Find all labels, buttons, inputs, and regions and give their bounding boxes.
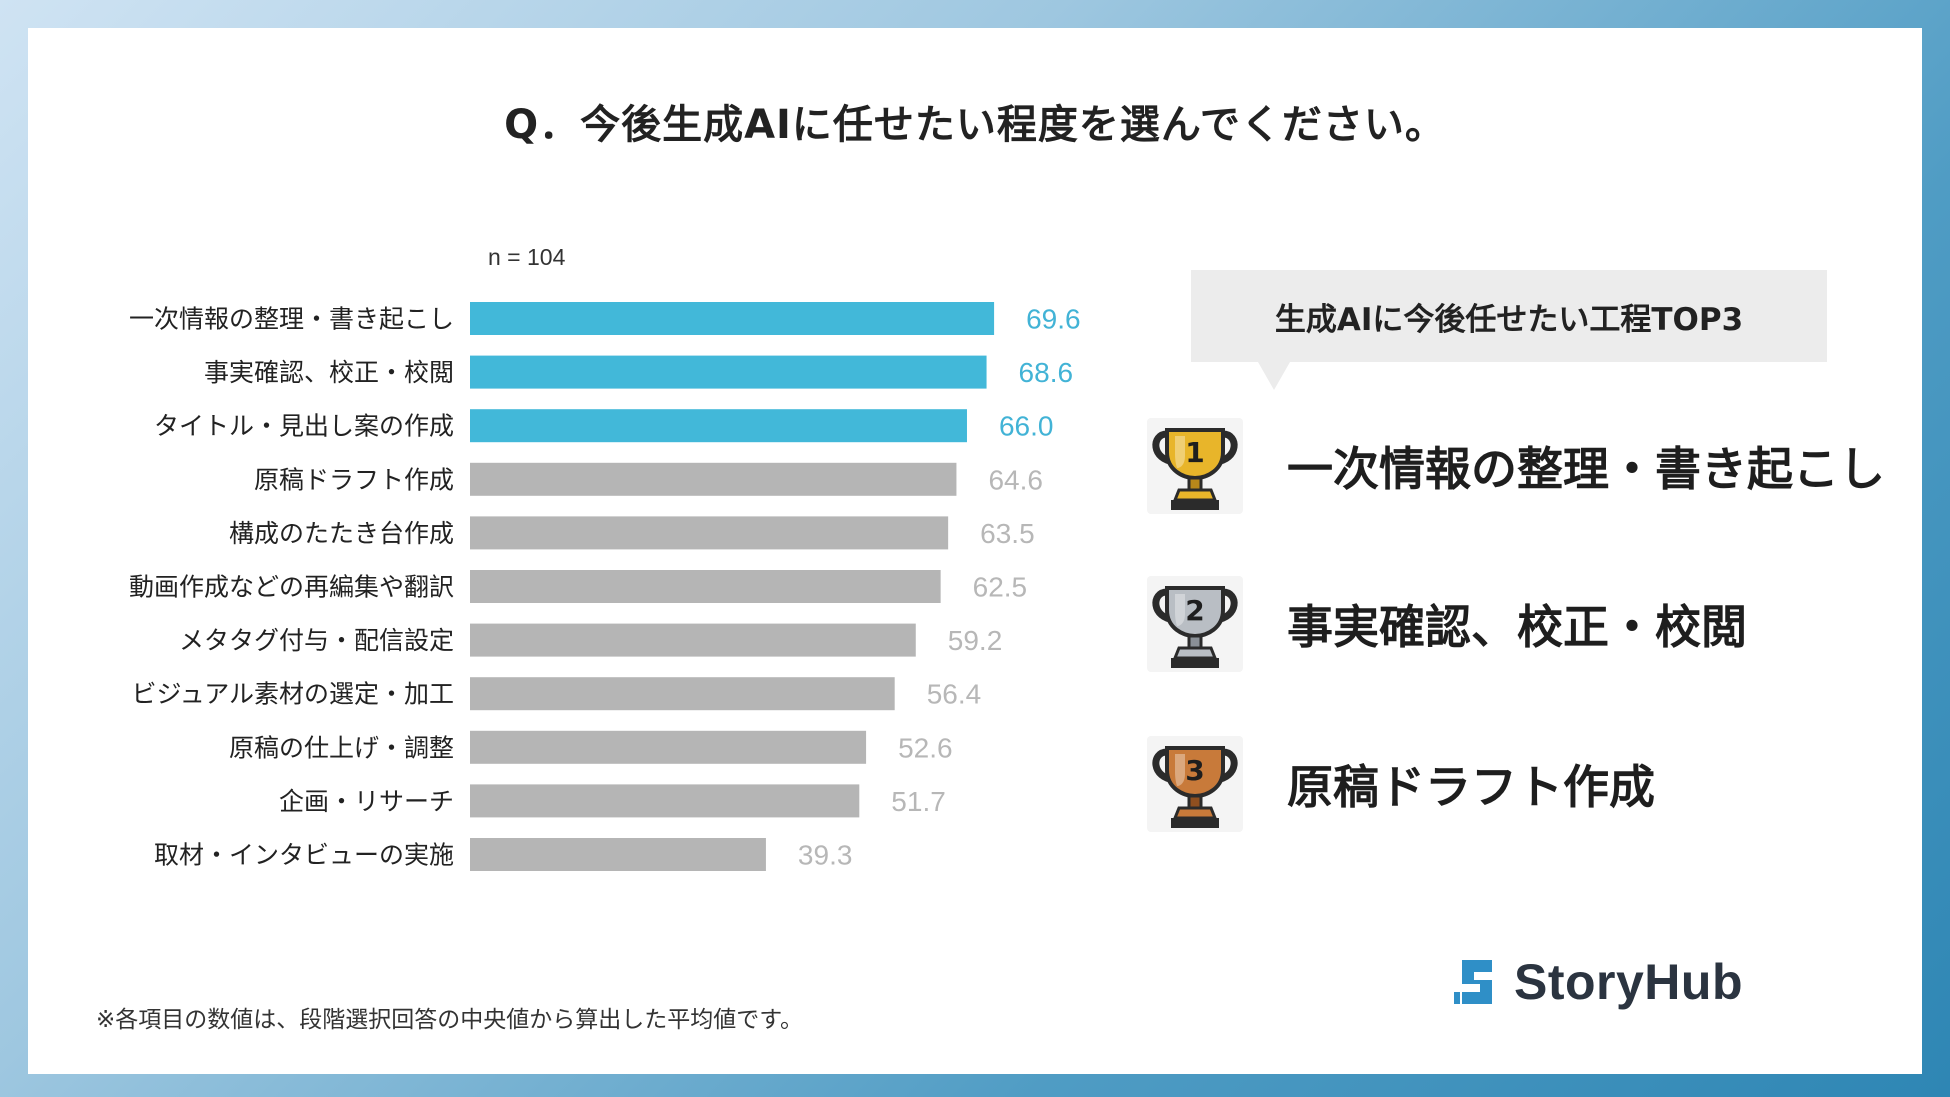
silver-trophy-icon: 2 bbox=[1147, 576, 1243, 672]
category-label: ビジュアル素材の選定・加工 bbox=[131, 680, 454, 709]
gold-trophy-icon: 1 bbox=[1147, 418, 1243, 514]
value-label: 59.2 bbox=[948, 625, 1003, 656]
bar bbox=[470, 838, 766, 871]
value-label: 52.6 bbox=[898, 732, 953, 763]
bronze-trophy-icon: 3 bbox=[1147, 736, 1243, 832]
category-label: 取材・インタビューの実施 bbox=[154, 841, 454, 870]
rank-2-number: 2 bbox=[1185, 594, 1204, 627]
page-title: Q．今後生成AIに任せたい程度を選んでください。 bbox=[504, 102, 1446, 148]
bar bbox=[470, 302, 995, 335]
category-label: 事実確認、校正・校閲 bbox=[204, 358, 454, 387]
bar bbox=[470, 623, 916, 657]
category-label: 構成のたたき台作成 bbox=[229, 519, 454, 548]
logo-text: StoryHub bbox=[1514, 954, 1743, 1010]
bar bbox=[470, 730, 867, 764]
category-label: 原稿ドラフト作成 bbox=[254, 465, 454, 494]
rank-3-label: 原稿ドラフト作成 bbox=[1287, 760, 1655, 814]
value-label: 62.5 bbox=[973, 572, 1028, 603]
bar bbox=[470, 462, 957, 496]
category-label: 原稿の仕上げ・調整 bbox=[229, 733, 454, 762]
value-label: 69.6 bbox=[1026, 304, 1081, 335]
value-label: 68.6 bbox=[1019, 357, 1074, 388]
rank-1-row: 1 一次情報の整理・書き起こし bbox=[1145, 416, 1885, 516]
value-label: 56.4 bbox=[927, 679, 982, 710]
rank-1-label: 一次情報の整理・書き起こし bbox=[1287, 442, 1885, 496]
top3-callout: 生成AIに今後任せたい工程TOP3 bbox=[1191, 270, 1827, 362]
bar bbox=[470, 570, 941, 603]
bar bbox=[470, 355, 987, 389]
value-label: 51.7 bbox=[891, 786, 946, 817]
content-card bbox=[28, 28, 1922, 1074]
storyhub-logo-icon bbox=[1454, 960, 1492, 1004]
rank-2-row: 2 事実確認、校正・校閲 bbox=[1145, 574, 1747, 674]
category-label: メタタグ付与・配信設定 bbox=[179, 626, 454, 655]
bar bbox=[470, 409, 967, 443]
callout-tail bbox=[1258, 362, 1290, 390]
category-label: 動画作成などの再編集や翻訳 bbox=[129, 573, 454, 602]
bar bbox=[470, 516, 949, 550]
category-label: 一次情報の整理・書き起こし bbox=[129, 305, 454, 334]
bar bbox=[470, 677, 895, 711]
value-label: 66.0 bbox=[999, 411, 1054, 442]
sample-size-label: n = 104 bbox=[488, 244, 566, 270]
rank-2-label: 事実確認、校正・校閲 bbox=[1287, 600, 1747, 654]
category-label: 企画・リサーチ bbox=[279, 787, 454, 816]
value-label: 63.5 bbox=[980, 518, 1035, 549]
value-label: 64.6 bbox=[988, 464, 1043, 495]
footnote: ※各項目の数値は、段階選択回答の中央値から算出した平均値です。 bbox=[96, 1007, 803, 1033]
rank-1-number: 1 bbox=[1185, 436, 1204, 469]
rank-3-number: 3 bbox=[1185, 754, 1204, 787]
rank-3-row: 3 原稿ドラフト作成 bbox=[1145, 734, 1655, 834]
category-label: タイトル・見出し案の作成 bbox=[154, 412, 454, 441]
value-label: 39.3 bbox=[798, 840, 853, 871]
bar bbox=[470, 784, 860, 818]
storyhub-logo: StoryHub bbox=[1452, 952, 1743, 1012]
